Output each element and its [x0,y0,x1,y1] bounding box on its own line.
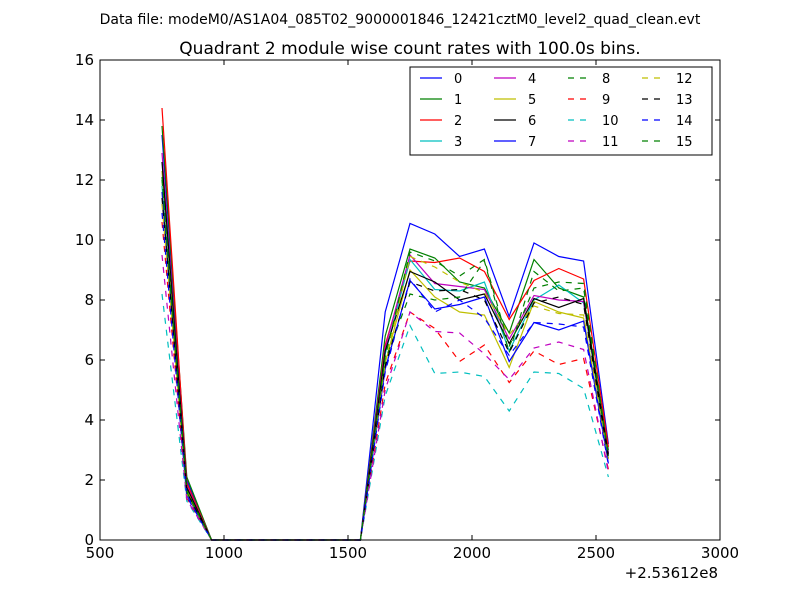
legend-label-10: 10 [602,114,619,129]
legend-label-9: 9 [602,93,610,108]
legend-label-3: 3 [454,135,462,150]
y-tick-label: 4 [84,411,94,429]
y-tick-label: 0 [84,531,94,549]
legend-label-12: 12 [676,72,693,87]
legend-label-6: 6 [528,114,536,129]
y-tick-label: 14 [75,111,94,129]
legend-label-0: 0 [454,72,462,87]
x-offset-label: +2.53612e8 [625,564,718,582]
legend-label-5: 5 [528,93,536,108]
series-line-12 [161,203,609,541]
x-tick-label: 3000 [701,544,739,562]
legend-label-8: 8 [602,72,610,87]
x-tick-label: 1500 [329,544,367,562]
y-tick-label: 12 [75,171,94,189]
legend-frame [409,66,713,156]
series-line-11 [161,254,609,541]
legend-label-4: 4 [528,72,536,87]
legend-label-11: 11 [602,135,619,150]
chart-title: Quadrant 2 module wise count rates with … [179,39,640,59]
figure-suptitle: Data file: modeM0/AS1A04_085T02_90000018… [100,12,701,28]
x-tick-label: 500 [86,544,115,562]
legend-label-7: 7 [528,135,536,150]
x-tick-label: 2000 [453,544,491,562]
legend-label-15: 15 [676,135,693,150]
x-tick-label: 2500 [577,544,615,562]
y-tick-label: 2 [84,471,94,489]
legend-label-13: 13 [676,93,693,108]
y-tick-label: 16 [75,51,94,69]
legend-label-1: 1 [454,93,462,108]
y-tick-label: 10 [75,231,94,249]
series-line-15 [161,179,609,541]
x-tick-label: 1000 [205,544,243,562]
legend-label-14: 14 [676,114,693,129]
legend-label-2: 2 [454,114,462,129]
y-tick-label: 6 [84,351,94,369]
series-line-14 [161,212,609,541]
y-tick-label: 8 [84,291,94,309]
